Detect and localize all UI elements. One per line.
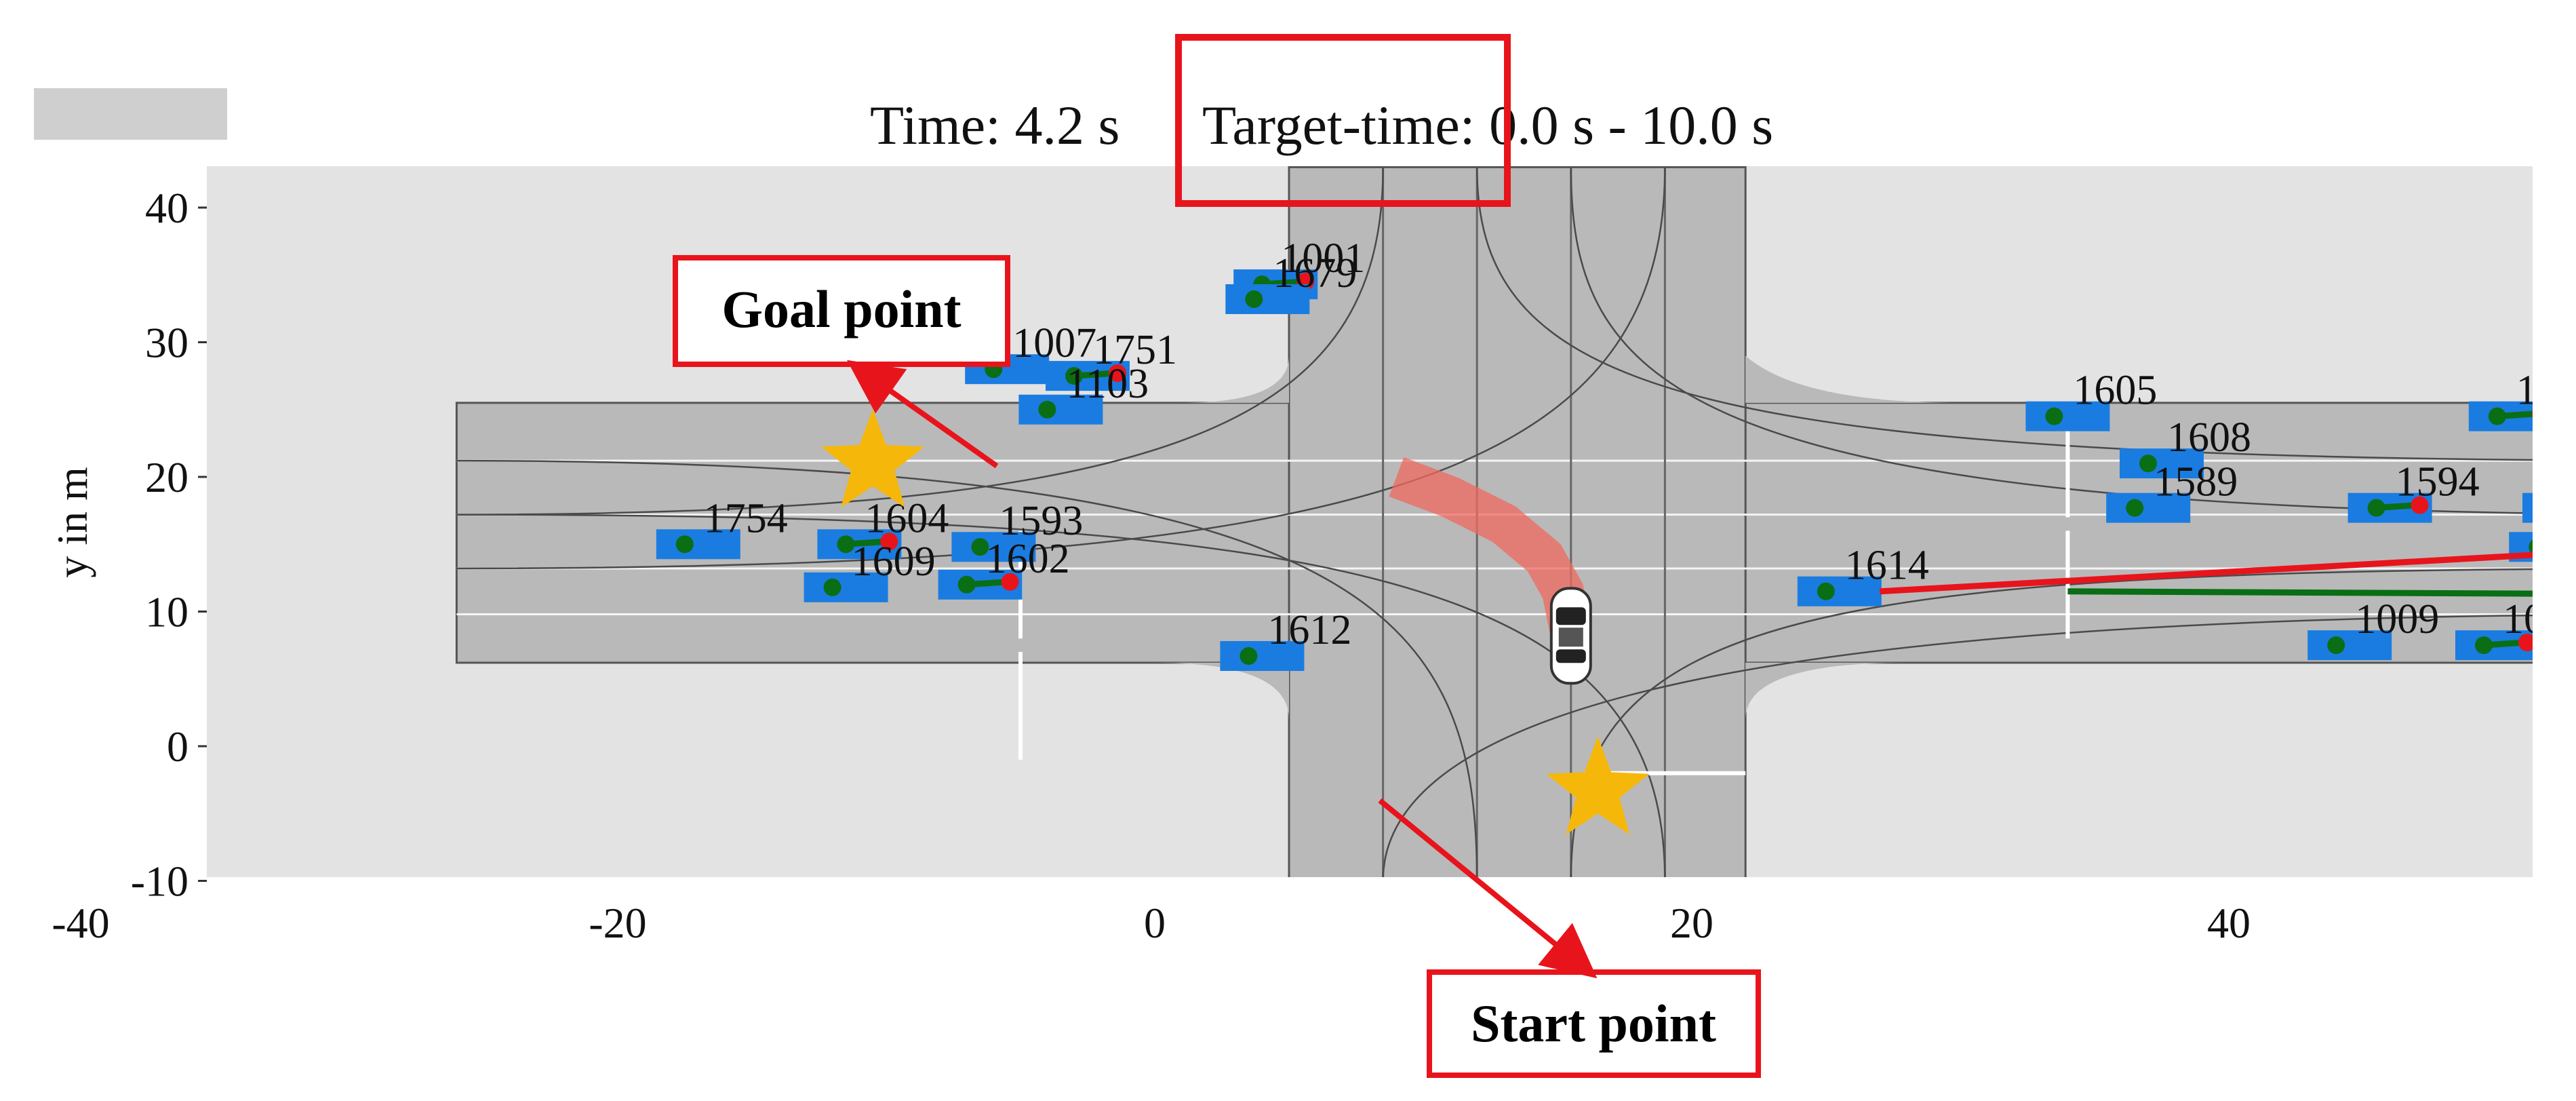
start-point-box [1427,969,1761,1078]
vehicle-1007: 1007 [2468,368,2576,431]
ego-vehicle-icon [1549,587,1592,685]
vehicle-id-label: 1001 [1281,235,1365,282]
vehicle-id-label: 1604 [865,495,949,541]
target-time-highlight-box [1175,34,1511,207]
vehicle-id-label: 1009 [2355,596,2439,642]
goal-arrow [846,360,999,469]
vehicle-1612: 1612 [1220,607,1351,672]
vehicle-1602: 1602 [938,536,1070,600]
vehicle-1605: 1605 [2025,368,2157,431]
time-label: Time: 4.2 s [870,94,1119,156]
goal-star-icon [821,409,925,507]
x-axis: -60-40-20020406080100 [52,899,2251,947]
vehicle-1608: 1608 [2120,414,2251,479]
y-tick-label: 20 [145,453,189,501]
vehicle-1589: 1589 [2106,459,2238,523]
vehicle-id-label: 1613 [2556,498,2576,544]
vehicle-1008: 1008 [2455,596,2576,661]
vehicle-id-label: 1007 [1012,320,1096,366]
y-tick-label: -10 [131,857,189,906]
trajectory-line [2067,588,2533,597]
vehicle-id-label: 1589 [2154,459,2238,505]
vehicle-1610: 1610 [2522,459,2576,523]
x-tick-label: 0 [1144,899,1166,947]
vehicle-1604: 1604 [817,495,949,560]
vehicle-1614: 1614 [1797,543,1929,606]
vehicle-id-label: 1008 [2503,596,2576,642]
vehicle-id-label: 1103 [1066,361,1149,407]
vehicle-id-label: 1679 [1273,250,1357,296]
x-tick-label: -20 [589,899,646,947]
vehicle-id-label: 1612 [1267,607,1351,653]
lane-lines [456,167,2533,877]
x-tick-label: 40 [2207,899,2251,947]
vehicle-id-label: 1754 [704,495,788,541]
x-tick-label: -40 [52,899,109,947]
target-time-label: Target-time: 0.0 s - 10.0 s [1202,94,1773,156]
vehicle-1679: 1679 [1225,250,1357,314]
vehicle-id-label: 1593 [999,498,1083,544]
vehicle-id-label: 1609 [852,539,936,585]
trajectory-line [1879,552,2533,595]
start-arrow [1378,798,1598,979]
y-axis: -10 0 10 20 30 40 [131,184,207,906]
vehicle-1103: 1103 [1018,361,1149,425]
redacted-label [34,88,227,140]
vehicle-id-label: 1602 [986,536,1070,582]
y-tick-label: 30 [145,319,189,367]
vehicle-1009: 1009 [2307,596,2439,661]
vehicle-1754: 1754 [656,495,788,560]
vehicle-1594: 1594 [2347,459,2480,523]
vehicle-1593: 1593 [951,498,1083,562]
y-axis-label: y in m [48,467,96,578]
vehicle-id-label: 1614 [1845,543,1929,589]
vehicle-1606: 1606 [2562,543,2576,606]
vehicle-id-label: 1751 [1093,327,1177,373]
x-tick-label: 20 [1670,899,1713,947]
start-point-label: Start point [1471,994,1716,1053]
vehicle-id-label: 1605 [2073,368,2157,414]
vehicle-id-label: 1594 [2396,459,2480,505]
vehicles-layer: 1001167910071751110316051007160815891594… [656,235,2576,672]
start-star-icon [1546,736,1650,835]
y-tick-label: 40 [145,184,189,232]
vehicle-id-label: 1608 [2167,414,2251,461]
vehicle-1609: 1609 [804,539,936,602]
vehicle-id-label: 1610 [2570,459,2576,505]
y-tick-label: 0 [167,722,189,771]
vehicle-id-label: 1007 [2516,368,2576,414]
y-tick-label: 10 [145,588,189,636]
goal-point-label: Goal point [721,279,961,339]
vehicle-1751: 1751 [1046,327,1177,391]
goal-point-box [673,255,1010,367]
